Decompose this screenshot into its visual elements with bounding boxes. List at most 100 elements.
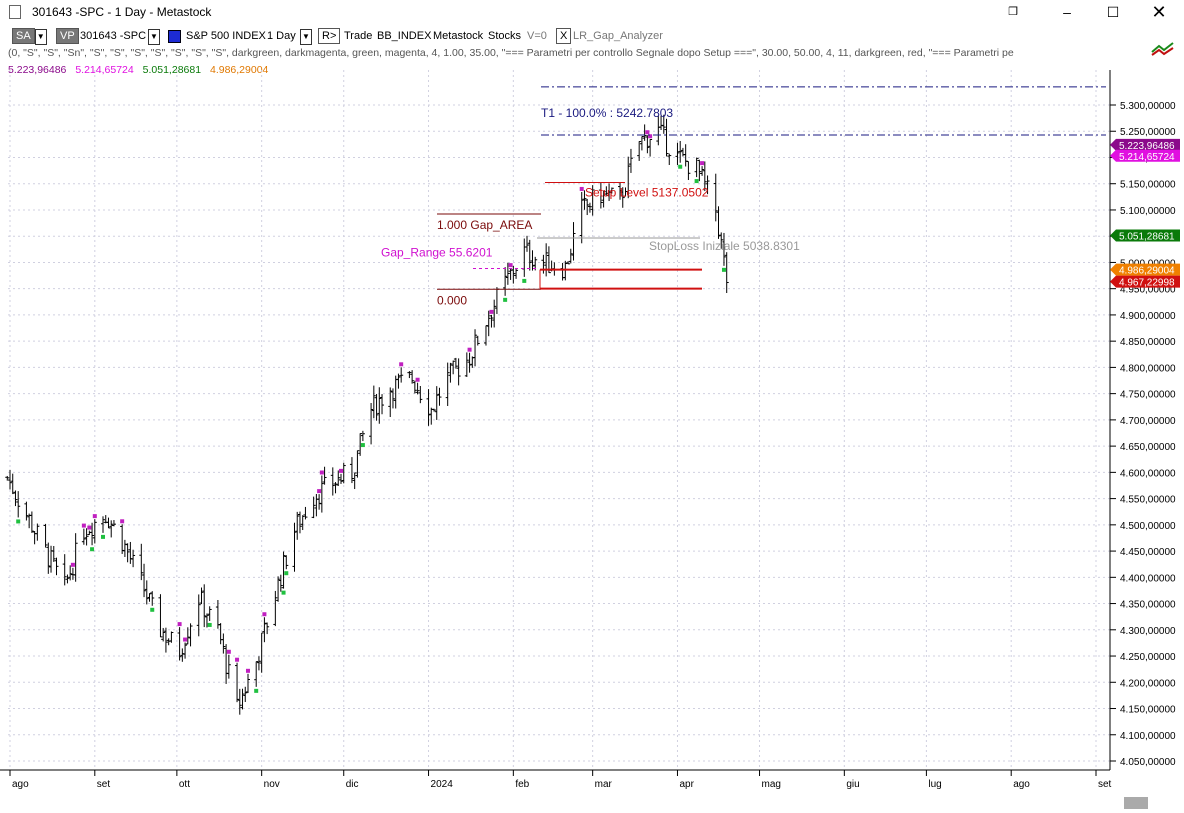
x-tick-label: ago <box>12 779 29 790</box>
y-tick-label: 4.350,00000 <box>1120 600 1176 611</box>
vp-button[interactable]: VP <box>56 28 79 44</box>
sell-signal-dot <box>489 309 494 314</box>
metastock-label[interactable]: Metastock <box>433 30 484 42</box>
buy-signal-dot <box>207 622 212 627</box>
sell-signal-dot <box>399 362 404 367</box>
horizontal-scrollbar-thumb[interactable] <box>1124 797 1148 809</box>
x-tick-label: 2024 <box>431 779 454 790</box>
price-tag <box>1110 138 1180 151</box>
x-tick-label: apr <box>679 779 694 790</box>
price-tag-label: 5.051,28681 <box>1119 232 1175 243</box>
buy-signal-dot <box>284 571 289 576</box>
sell-signal-dot <box>92 514 97 519</box>
price-tag <box>1110 149 1180 162</box>
symbol-label: 301643 -SPC <box>80 30 147 42</box>
value-3: 5.051,28681 <box>142 64 202 76</box>
sell-signal-dot <box>183 637 188 642</box>
buy-signal-dot <box>721 267 726 272</box>
x-tick-label: set <box>1098 779 1112 790</box>
sa-dropdown-icon[interactable]: ▼ <box>34 29 47 45</box>
symbol-dropdown-icon[interactable]: ▼ <box>148 29 160 45</box>
buy-signal-dot <box>101 534 106 539</box>
x-tick-label: dic <box>346 779 359 790</box>
x-tick-label: mag <box>762 779 781 790</box>
minimize-icon[interactable]: – <box>1063 4 1071 20</box>
y-tick-label: 4.900,00000 <box>1120 311 1176 322</box>
x-tick-label: nov <box>264 779 280 790</box>
restore-down-icon[interactable]: ❒ <box>1008 6 1018 18</box>
trend-arrows-icon[interactable] <box>1150 40 1176 60</box>
price-tag-label: 4.986,29004 <box>1119 266 1175 277</box>
sell-signal-dot <box>226 649 231 654</box>
y-tick-label: 4.850,00000 <box>1120 337 1176 348</box>
price-chart[interactable]: 5.300,000005.250,000005.200,000005.150,0… <box>0 70 1184 797</box>
bb-index-label[interactable]: BB_INDEX <box>377 30 432 42</box>
price-tag-label: 5.223,96486 <box>1119 141 1175 152</box>
close-icon[interactable]: ✕ <box>1151 2 1167 22</box>
y-tick-label: 4.800,00000 <box>1120 363 1176 374</box>
remove-indicator-button[interactable]: X <box>556 28 572 44</box>
gap-range-label: Gap_Range 55.6201 <box>381 245 493 259</box>
indicator-name: LR_Gap_Analyzer <box>573 30 663 42</box>
period-dropdown-icon[interactable]: ▼ <box>300 29 312 45</box>
y-tick-label: 5.100,00000 <box>1120 206 1176 217</box>
target-label: T1 - 100.0% : 5242.7803 <box>541 106 673 120</box>
buy-signal-dot <box>360 443 365 448</box>
buy-signal-dot <box>281 590 286 595</box>
price-tag <box>1110 263 1180 276</box>
y-tick-label: 4.200,00000 <box>1120 678 1176 689</box>
y-tick-label: 4.250,00000 <box>1120 652 1176 663</box>
value-4: 4.986,29004 <box>209 64 269 76</box>
index-name: S&P 500 INDEX <box>186 30 266 42</box>
maximize-icon[interactable]: ☐ <box>1106 4 1120 20</box>
sell-signal-dot <box>262 612 267 617</box>
sell-signal-dot <box>87 525 92 530</box>
buy-signal-dot <box>678 164 683 169</box>
r-button[interactable]: R> <box>318 28 341 44</box>
target-label: T2 - 161.8% : 5334.4854 <box>541 70 673 72</box>
y-tick-label: 4.300,00000 <box>1120 626 1176 637</box>
y-tick-label: 4.550,00000 <box>1120 495 1176 506</box>
gap-area-label: 1.000 Gap_AREA <box>437 218 532 232</box>
value-1: 5.223,96486 <box>8 64 67 76</box>
sell-signal-dot <box>579 186 584 191</box>
sa-button[interactable]: SA <box>12 28 35 44</box>
y-tick-label: 4.150,00000 <box>1120 705 1176 716</box>
buy-signal-dot <box>150 607 155 612</box>
sell-signal-dot <box>317 489 322 494</box>
sell-signal-dot <box>245 668 250 673</box>
x-tick-label: lug <box>928 779 941 790</box>
buy-signal-dot <box>16 519 21 524</box>
x-tick-label: feb <box>515 779 529 790</box>
y-tick-label: 4.650,00000 <box>1120 442 1176 453</box>
y-tick-label: 4.050,00000 <box>1120 757 1176 768</box>
buy-signal-dot <box>522 278 527 283</box>
value-2: 5.214,65724 <box>75 64 134 76</box>
sell-signal-dot <box>648 134 653 139</box>
price-tag <box>1110 229 1180 242</box>
v0-label: V=0 <box>527 30 547 42</box>
x-tick-label: ott <box>179 779 190 790</box>
sell-signal-dot <box>338 468 343 473</box>
y-tick-label: 4.100,00000 <box>1120 731 1176 742</box>
price-tag-label: 5.214,65724 <box>1119 152 1175 163</box>
trade-label[interactable]: Trade <box>344 30 373 42</box>
sell-signal-dot <box>319 470 324 475</box>
chart-toolbar: SA ▼ VP 301643 -SPC ▼ S&P 500 INDEX 1 Day… <box>0 28 1120 46</box>
sell-signal-dot <box>235 657 240 662</box>
price-tag <box>1110 275 1180 288</box>
stocks-label[interactable]: Stocks <box>488 30 522 42</box>
period-label: 1 Day <box>267 30 296 42</box>
stoploss-label: StopLoss Iniziale 5038.8301 <box>649 239 800 253</box>
title-bar: 301643 -SPC - 1 Day - Metastock ❒ – ☐ ✕ <box>0 0 1184 24</box>
x-tick-label: mar <box>595 779 613 790</box>
app-icon <box>9 5 21 19</box>
y-tick-label: 4.700,00000 <box>1120 416 1176 427</box>
index-color-swatch <box>168 29 181 43</box>
y-tick-label: 4.400,00000 <box>1120 573 1176 584</box>
gap-zero-label: 0.000 <box>437 293 467 307</box>
setup-level-label: Setup Level 5137.0502 <box>585 186 709 200</box>
y-tick-label: 5.250,00000 <box>1120 127 1176 138</box>
x-tick-label: ago <box>1013 779 1030 790</box>
sell-signal-dot <box>467 347 472 352</box>
